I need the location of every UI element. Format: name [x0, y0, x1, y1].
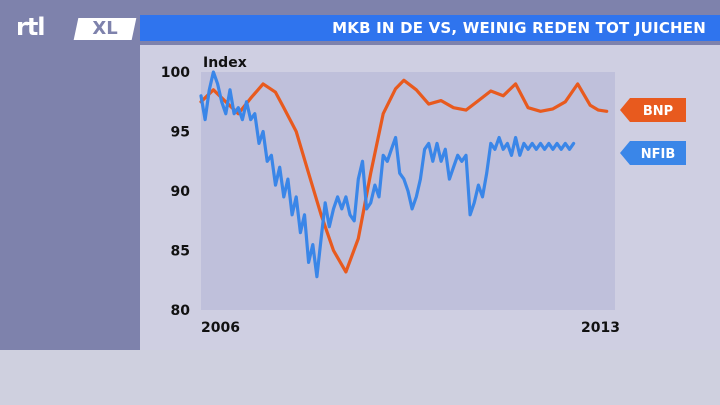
legend-pointer	[620, 141, 630, 165]
legend-item-bnp: BNP	[620, 98, 686, 122]
y-axis-label: Index	[203, 55, 247, 71]
series-lines	[199, 70, 609, 279]
y-tick-label-85: 85	[171, 244, 190, 260]
background-bottom	[0, 350, 720, 405]
legend-item-nfib: NFIB	[620, 141, 686, 165]
series-line-bnp	[199, 78, 609, 274]
y-axis-ticks: 80 85 90 95 100	[161, 65, 190, 319]
x-axis-ticks: 2006 2013	[201, 320, 620, 336]
x-tick-label-end: 2013	[581, 320, 620, 336]
title-bar: MKB IN DE VS, WEINIG REDEN TOT JUICHEN	[140, 15, 720, 41]
legend-pointer	[620, 98, 630, 122]
logo-rtl-text: rtl	[16, 13, 46, 41]
legend-box	[630, 141, 686, 165]
y-tick-label-90: 90	[171, 184, 191, 200]
y-tick-label-80: 80	[171, 303, 191, 319]
legend-box	[630, 98, 686, 122]
y-tick-label-100: 100	[161, 65, 190, 81]
legend-label: BNP	[643, 104, 673, 119]
legend: BNP NFIB	[620, 98, 686, 165]
chart-title: MKB IN DE VS, WEINIG REDEN TOT JUICHEN	[332, 19, 706, 37]
y-tick-label-95: 95	[171, 125, 190, 141]
legend-label: NFIB	[641, 147, 676, 162]
x-tick-label-start: 2006	[201, 320, 240, 336]
series-line-nfib	[199, 70, 576, 279]
